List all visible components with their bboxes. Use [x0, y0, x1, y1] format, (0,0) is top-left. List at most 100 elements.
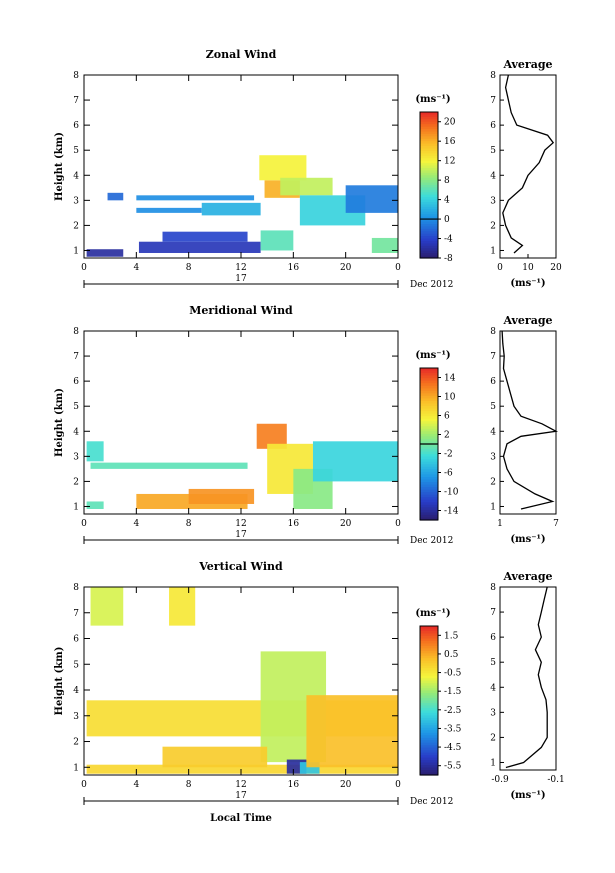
colorbar-step — [420, 688, 438, 692]
data-cell — [138, 241, 261, 253]
colorbar-step — [420, 745, 438, 749]
colorbar-step — [420, 502, 438, 506]
colorbar-step — [420, 243, 438, 247]
y-axis-label: Height (km) — [54, 647, 65, 716]
colorbar-step — [420, 454, 438, 458]
data-cell — [371, 237, 398, 253]
colorbar-step — [420, 141, 438, 145]
colorbar-step — [420, 464, 438, 468]
profile-x-tick-label: -0.9 — [491, 775, 509, 785]
colorbar-tick-label: 1.5 — [444, 631, 459, 641]
colorbar-step — [420, 655, 438, 659]
colorbar-step — [420, 715, 438, 719]
colorbar-frame — [419, 111, 439, 259]
colorbar-step — [420, 370, 438, 374]
profile-x-tick-label: 0 — [497, 263, 503, 273]
colorbar-step — [420, 436, 438, 440]
profile-y-tick-label: 7 — [490, 352, 496, 362]
colorbar-step — [420, 504, 438, 508]
colorbar-step — [420, 428, 438, 432]
colorbar-step — [420, 449, 438, 453]
colorbar-tick-label: -3.5 — [444, 724, 462, 734]
colorbar-step — [420, 385, 438, 389]
colorbar-step — [420, 484, 438, 488]
colorbar-step — [420, 248, 438, 252]
colorbar-step — [420, 114, 438, 118]
colorbar-step — [420, 175, 438, 179]
colorbar-tick-label: 10 — [444, 393, 456, 403]
x-axis-label: Local Time — [210, 813, 272, 824]
colorbar-step — [420, 459, 438, 463]
data-cell — [345, 185, 398, 213]
colorbar-step — [420, 383, 438, 387]
profile-y-tick-label: 4 — [490, 427, 496, 437]
y-tick-label: 3 — [73, 452, 79, 462]
colorbar-tick-label: 0 — [444, 215, 450, 225]
profile-y-tick-label: 1 — [490, 246, 496, 256]
y-tick-label: 7 — [73, 609, 79, 619]
colorbar-step — [420, 155, 438, 159]
colorbar-step — [420, 645, 438, 649]
colorbar-tick-label: -2.5 — [444, 706, 462, 716]
profile-y-tick-label: 3 — [490, 196, 496, 206]
colorbar-tick-label: 4 — [444, 196, 450, 206]
colorbar-step — [420, 153, 438, 157]
colorbar-step — [420, 398, 438, 402]
colorbar-step — [420, 658, 438, 662]
profile-y-tick-label: 7 — [490, 96, 496, 106]
profile-y-tick-label: 5 — [490, 402, 496, 412]
colorbar-step — [420, 683, 438, 687]
colorbar-step — [420, 431, 438, 435]
colorbar-step — [420, 760, 438, 764]
data-cell — [90, 462, 248, 469]
colorbar-step — [420, 487, 438, 491]
colorbar-step — [420, 698, 438, 702]
x-tick-label: 20 — [340, 263, 352, 273]
data-cell — [260, 230, 294, 251]
x-tick-label: 20 — [340, 780, 352, 790]
colorbar-step — [420, 630, 438, 635]
colorbar-step — [420, 757, 438, 761]
profile-x-tick-label: 1 — [497, 519, 503, 529]
colorbar-step — [420, 717, 438, 721]
colorbar-unit: (ms⁻¹) — [415, 608, 450, 619]
colorbar-step — [420, 177, 438, 181]
profile-y-tick-label: 6 — [490, 121, 496, 131]
colorbar-step — [420, 194, 438, 198]
colorbar-step — [420, 226, 438, 230]
colorbar-step — [420, 236, 438, 240]
colorbar-step — [420, 253, 438, 257]
x-tick-label: 8 — [186, 519, 192, 529]
colorbar-step — [420, 423, 438, 427]
colorbar-step — [420, 474, 438, 478]
colorbar-step — [420, 380, 438, 384]
colorbar-step — [420, 211, 438, 215]
colorbar-step — [420, 650, 438, 654]
y-tick-label: 5 — [73, 146, 79, 156]
colorbar-step — [420, 433, 438, 437]
colorbar-step — [420, 233, 438, 237]
data-cell — [107, 192, 124, 201]
colorbar-step — [420, 670, 438, 674]
y-tick-label: 4 — [73, 686, 79, 696]
colorbar-step — [420, 119, 438, 123]
profile-y-tick-label: 6 — [490, 377, 496, 387]
colorbar-step — [420, 693, 438, 697]
colorbar-step — [420, 388, 438, 392]
x-tick-label: 12 — [235, 263, 246, 273]
colorbar-step — [420, 216, 438, 220]
data-cell — [188, 488, 255, 504]
colorbar-step — [420, 499, 438, 503]
x-tick-label: 8 — [186, 780, 192, 790]
profile-y-tick-label: 5 — [490, 658, 496, 668]
colorbar-step — [420, 413, 438, 417]
date-label: Dec 2012 — [410, 536, 453, 546]
data-cell — [136, 195, 255, 201]
colorbar-tick-label: -4 — [444, 235, 453, 245]
colorbar-step — [420, 112, 438, 116]
profile-title: Average — [502, 570, 552, 583]
colorbar-step — [420, 712, 438, 716]
data-cell — [86, 501, 104, 509]
y-tick-label: 1 — [73, 763, 79, 773]
colorbar-step — [420, 635, 438, 640]
